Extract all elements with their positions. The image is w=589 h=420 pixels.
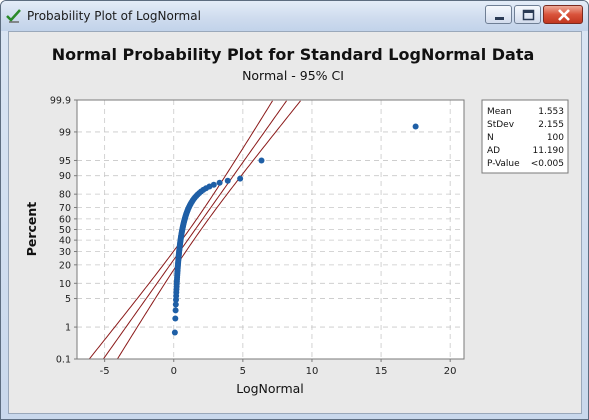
data-point (172, 307, 179, 314)
data-point (224, 177, 231, 184)
data-point (237, 175, 244, 182)
x-tick-label: 5 (240, 366, 246, 377)
close-icon (558, 9, 570, 21)
minimize-button[interactable] (485, 5, 512, 24)
y-tick-label: 95 (59, 156, 71, 167)
y-tick-label: 20 (59, 260, 71, 271)
stats-legend-box (481, 99, 569, 174)
stat-value: 2.155 (538, 120, 564, 130)
minitab-checkmark-icon (6, 9, 21, 23)
y-tick-label: 5 (65, 294, 71, 305)
x-axis-ticks: -5 0 5 10 15 20 (100, 359, 457, 377)
x-tick-label: 0 (171, 366, 177, 377)
y-tick-label: 99 (59, 127, 71, 138)
chart-title: Normal Probability Plot for Standard Log… (52, 45, 535, 64)
x-tick-label: 15 (375, 366, 388, 377)
y-tick-label: 50 (59, 225, 71, 236)
data-point (258, 157, 265, 164)
stat-label: StDev (487, 120, 515, 130)
data-point (172, 315, 179, 322)
x-tick-label: 20 (444, 366, 457, 377)
stats-legend: Mean 1.553 StDev 2.155 N 100 AD 11.190 P-Value <0… (481, 99, 569, 174)
data-points (171, 123, 419, 336)
stat-value: 11.190 (533, 146, 565, 156)
stat-value: <0.005 (531, 159, 564, 169)
y-tick-label: 80 (59, 190, 71, 201)
maximize-button[interactable] (514, 5, 541, 24)
data-point (171, 329, 178, 336)
data-point (172, 301, 179, 308)
window-title: Probability Plot of LogNormal (27, 9, 201, 23)
x-tick-label: -5 (100, 366, 110, 377)
fit-line (102, 100, 287, 360)
data-point (216, 179, 223, 186)
stat-label: P-Value (487, 159, 520, 169)
x-tick-label: 10 (306, 366, 319, 377)
y-tick-label: 70 (59, 203, 71, 214)
x-axis-label: LogNormal (236, 381, 304, 396)
stat-value: 1.553 (538, 107, 564, 117)
ci-lower-line (116, 100, 301, 360)
y-axis-label: Percent (24, 202, 39, 257)
y-tick-label: 40 (59, 236, 71, 247)
ci-upper-line (88, 100, 273, 360)
y-tick-label: 60 (59, 214, 71, 225)
y-tick-label: 0.1 (56, 355, 71, 366)
stat-label: AD (487, 146, 500, 156)
y-tick-label: 30 (59, 247, 71, 258)
data-point (412, 123, 419, 130)
fit-lines (88, 100, 301, 360)
minimize-icon (495, 17, 504, 20)
graph-window-client: Normal Probability Plot for Standard Log… (8, 31, 582, 414)
y-tick-label: 10 (59, 279, 71, 290)
y-tick-label: 90 (59, 171, 71, 182)
title-bar[interactable]: Probability Plot of LogNormal (1, 1, 588, 31)
probability-plot: Normal Probability Plot for Standard Log… (24, 45, 569, 396)
data-point (210, 181, 217, 188)
close-button[interactable] (543, 5, 583, 24)
y-tick-label: 99.9 (50, 96, 71, 107)
maximize-icon (522, 9, 535, 21)
y-tick-label: 1 (65, 323, 71, 334)
stat-label: Mean (487, 107, 512, 117)
chart-subtitle: Normal - 95% CI (242, 68, 344, 83)
stat-value: 100 (547, 133, 564, 143)
stat-label: N (487, 133, 494, 143)
